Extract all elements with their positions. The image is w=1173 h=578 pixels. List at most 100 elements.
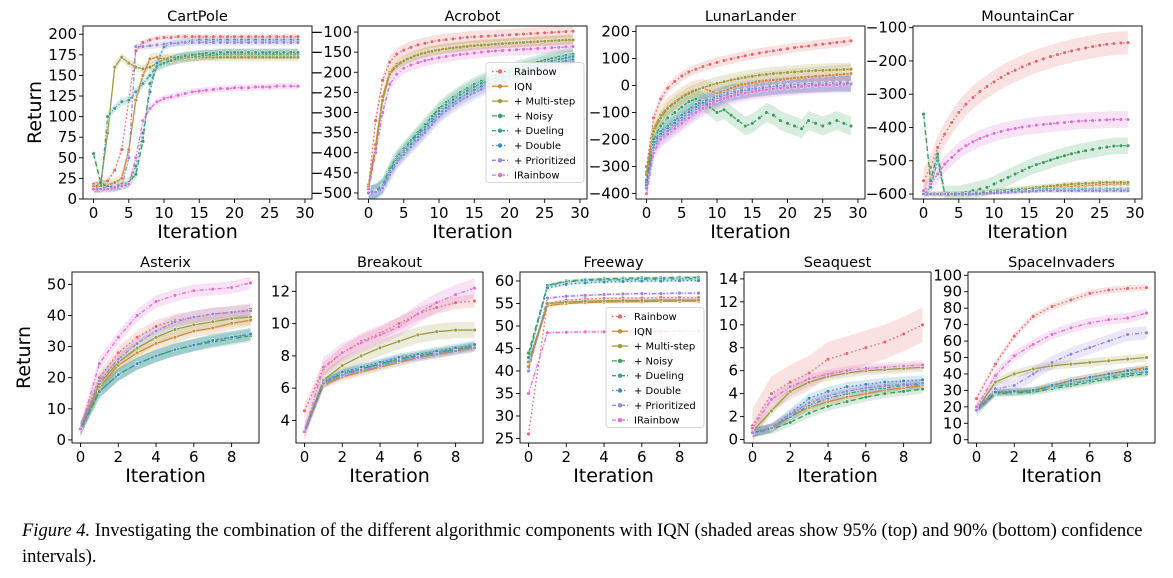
y-tick-label: −100	[866, 19, 907, 37]
point-irainbow	[133, 155, 138, 160]
point-multi-step	[450, 45, 456, 51]
legend-marker-rainbow	[617, 314, 623, 319]
y-tick-label: 40	[495, 362, 514, 380]
plot-frame	[743, 271, 932, 444]
point-rainbow	[807, 370, 812, 376]
point-irainbow	[863, 366, 868, 371]
legend-marker-prioritized	[497, 158, 503, 163]
point-multi-step	[750, 74, 755, 79]
chart-title: SpaceInvaders	[1008, 255, 1115, 271]
legend-marker-noisy	[617, 358, 623, 364]
point-prioritized	[225, 40, 230, 45]
y-tick-label: 45	[495, 340, 514, 358]
point-noisy	[1048, 157, 1053, 163]
point-irainbow	[97, 361, 102, 366]
point-rainbow	[949, 120, 954, 125]
point-noisy	[806, 118, 811, 123]
point-noisy	[1090, 147, 1095, 152]
point-rainbow	[535, 31, 540, 36]
point-rainbow	[921, 178, 926, 183]
point-prioritized	[970, 191, 976, 197]
chart-title: MountainCar	[981, 9, 1074, 25]
legend-marker-iqn	[497, 84, 503, 89]
point-prioritized	[901, 382, 906, 387]
legend-label-prioritized: + Prioritized	[514, 156, 576, 167]
point-noisy	[1013, 171, 1018, 177]
point-double	[140, 130, 146, 136]
point-irainbow	[229, 285, 234, 290]
point-prioritized	[1013, 189, 1018, 195]
point-multi-step	[479, 43, 484, 48]
band-multi-step	[752, 362, 923, 437]
point-irainbow	[394, 72, 399, 77]
point-iqn	[771, 77, 776, 83]
legend-box	[485, 62, 585, 183]
point-multi-step	[841, 67, 847, 72]
point-irainbow	[935, 171, 940, 177]
point-irainbow	[78, 426, 83, 432]
point-rainbow	[998, 75, 1004, 80]
point-irainbow	[1125, 315, 1130, 321]
point-rainbow	[1012, 333, 1017, 339]
point-irainbow	[443, 54, 449, 59]
point-rainbow	[105, 178, 110, 184]
point-rainbow	[700, 64, 706, 69]
point-noisy	[764, 110, 769, 115]
point-rainbow	[825, 357, 831, 362]
point-prioritized	[984, 191, 990, 196]
point-prioritized	[949, 191, 954, 197]
point-dueling	[935, 158, 940, 163]
y-tick-label: 25	[58, 169, 77, 187]
point-rainbow	[394, 52, 399, 57]
legend: Rainbow IQN + Multi-step + Noisy + Dueling + …	[605, 307, 705, 428]
point-irainbow	[191, 288, 196, 293]
series-line-prioritized	[976, 332, 1147, 411]
x-tick-label: 25	[1090, 204, 1109, 222]
chart-cartpole: CartPole 0 5 10 15 20 25 30 0 25 50 75 100 125 150 175 2…	[24, 9, 315, 243]
point-irainbow	[1062, 120, 1067, 125]
point-irainbow	[190, 89, 195, 95]
point-noisy	[1020, 168, 1025, 173]
series-line-irainbow	[303, 287, 475, 432]
point-dueling	[126, 97, 131, 103]
y-tick-label: −600	[866, 185, 907, 203]
point-irainbow	[408, 62, 413, 68]
point-double	[116, 372, 121, 377]
x-tick-label: 0	[919, 204, 929, 222]
point-prioritized	[583, 293, 588, 298]
point-prioritized	[204, 40, 209, 45]
plot-area	[644, 36, 854, 199]
point-multi-step	[1144, 355, 1149, 360]
point-rainbow	[792, 45, 797, 50]
x-tick-label: 30	[295, 204, 314, 222]
point-rainbow	[168, 35, 174, 40]
band-iqn	[646, 64, 851, 182]
point-irainbow	[764, 87, 769, 92]
point-prioritized	[1144, 330, 1149, 335]
point-prioritized	[140, 44, 146, 49]
point-multi-step	[1106, 358, 1111, 363]
point-rainbow	[658, 96, 663, 102]
y-tick-label: 125	[48, 87, 77, 105]
point-iqn	[806, 74, 811, 79]
point-multi-step	[658, 115, 663, 121]
point-double	[639, 278, 644, 284]
point-iqn	[140, 73, 146, 78]
y-tick-label: 175	[48, 46, 77, 64]
point-double	[1012, 389, 1017, 394]
point-dueling	[161, 60, 167, 66]
point-irainbow	[942, 161, 947, 167]
point-rainbow	[116, 350, 121, 355]
point-rainbow	[764, 49, 769, 55]
point-multi-step	[827, 67, 832, 73]
point-multi-step	[153, 335, 159, 340]
caption-text: Investigating the combination of the dif…	[22, 521, 1143, 567]
x-axis-label: Iteration	[349, 465, 430, 487]
x-tick-label: 30	[570, 204, 589, 222]
point-prioritized	[415, 355, 420, 360]
point-rainbow	[472, 298, 477, 304]
point-multi-step	[1090, 180, 1095, 186]
point-rainbow	[956, 110, 961, 115]
point-rainbow	[556, 29, 561, 35]
point-irainbow	[788, 384, 793, 389]
